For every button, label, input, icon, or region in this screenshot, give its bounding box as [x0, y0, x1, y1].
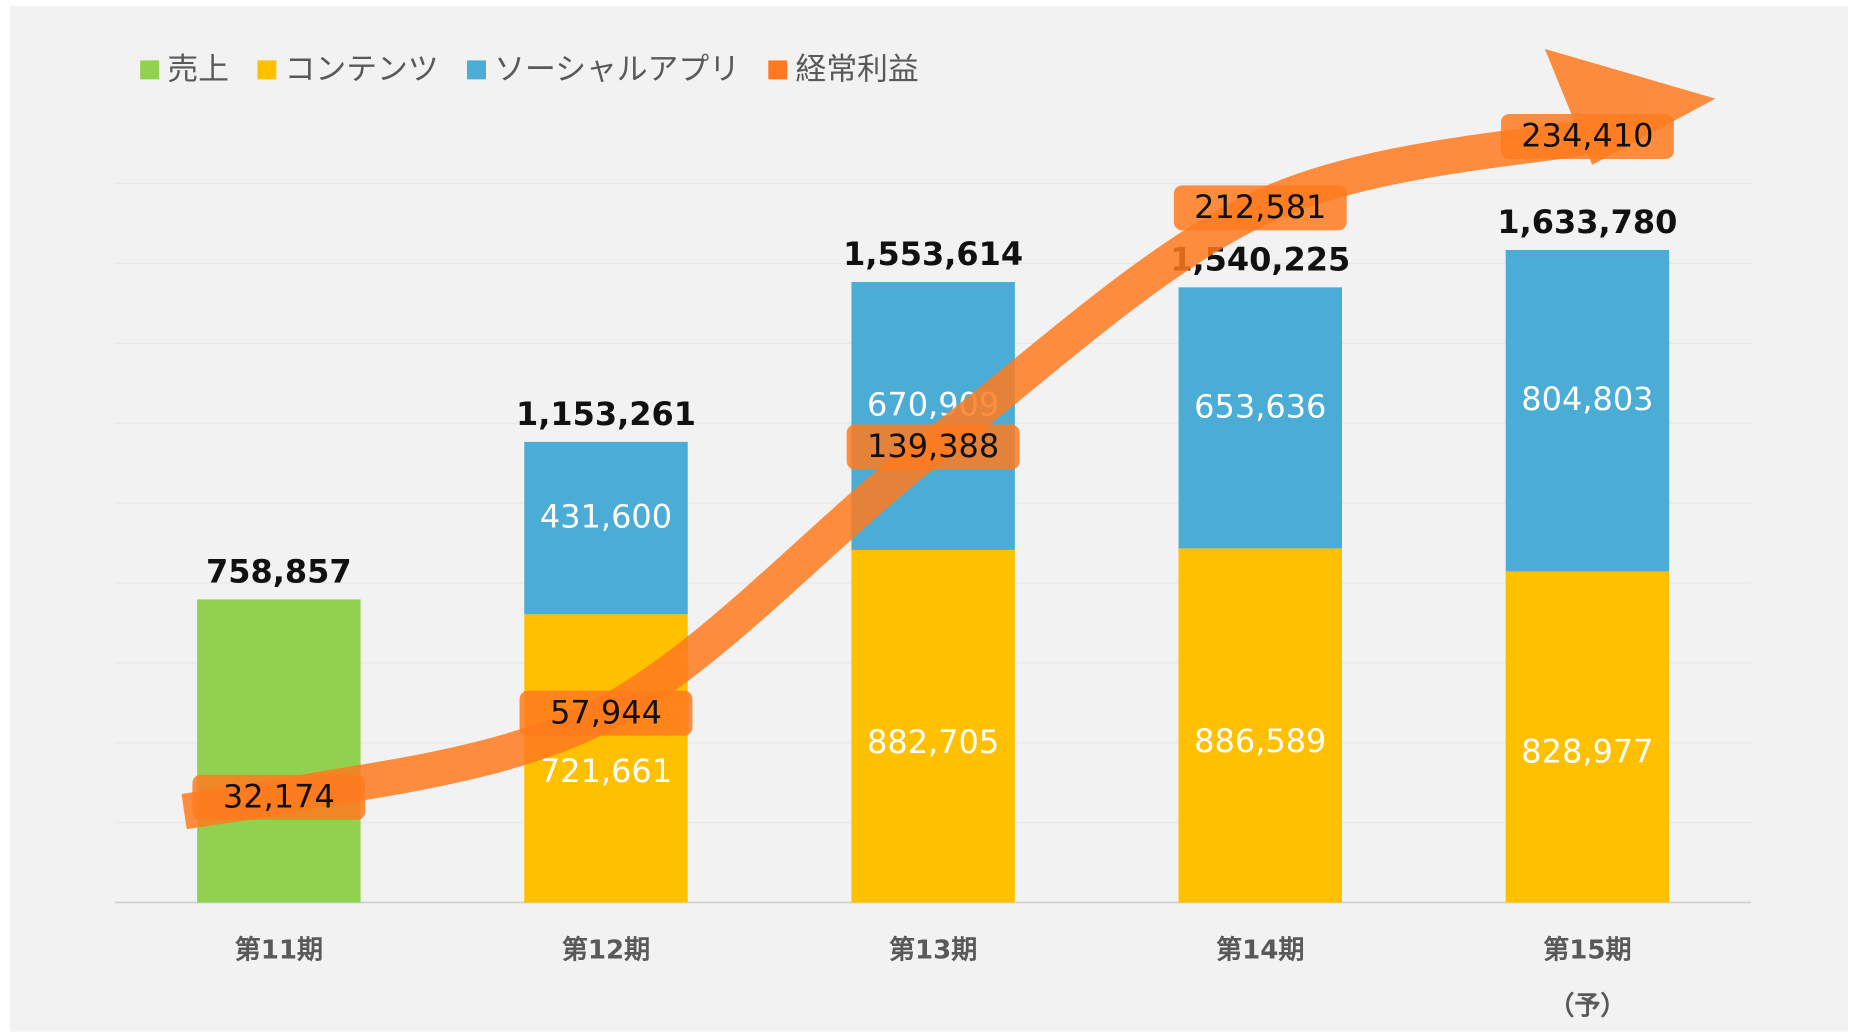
- profit-label-box: [192, 774, 366, 820]
- total-label: 758,857: [206, 552, 352, 590]
- profit-label-box: [846, 424, 1020, 470]
- profit-label: 57,944: [550, 693, 662, 731]
- x-tick-label: 第12期: [562, 935, 650, 966]
- profit-label-box: [519, 690, 693, 736]
- x-tick-note: （予）: [1548, 991, 1626, 1021]
- x-tick-label: 第15期: [1543, 935, 1631, 966]
- legend-label: 経常利益: [796, 52, 919, 88]
- legend-swatch: [257, 60, 277, 80]
- bar: [197, 599, 361, 903]
- segment-label: 882,705: [867, 723, 999, 761]
- profit-label: 234,410: [1521, 117, 1653, 155]
- bar-segment: [1505, 249, 1670, 572]
- bar-segment: [851, 549, 1015, 903]
- segment-label: 828,977: [1521, 733, 1653, 771]
- bar-segment: [524, 441, 688, 615]
- segment-label: 886,589: [1194, 722, 1326, 760]
- profit-label-box: [1500, 113, 1674, 159]
- legend-label: ソーシャルアプリ: [494, 52, 740, 88]
- legend-swatch: [467, 60, 486, 80]
- legend-swatch: [140, 60, 160, 80]
- bar-segment: [1178, 287, 1343, 549]
- total-label: 1,633,780: [1497, 203, 1677, 241]
- segment-label: 653,636: [1194, 387, 1326, 425]
- segment-label: 721,661: [540, 752, 672, 790]
- segment-label: 431,600: [540, 498, 672, 536]
- total-label: 1,153,261: [516, 395, 696, 433]
- profit-label-box: [1173, 185, 1347, 231]
- total-label: 1,553,614: [843, 235, 1023, 273]
- legend-swatch: [768, 60, 788, 80]
- x-tick-label: 第11期: [235, 935, 323, 966]
- bar-segment: [1505, 571, 1670, 903]
- legend-label: 売上: [167, 52, 229, 88]
- legend-label: コンテンツ: [285, 52, 439, 88]
- profit-label: 139,388: [867, 427, 999, 465]
- x-tick-label: 第14期: [1216, 935, 1304, 966]
- x-tick-label: 第13期: [889, 935, 977, 966]
- segment-label: 804,803: [1521, 380, 1653, 418]
- bar-segment: [1178, 548, 1343, 903]
- profit-label: 212,581: [1194, 188, 1326, 226]
- profit-label: 32,174: [223, 778, 335, 816]
